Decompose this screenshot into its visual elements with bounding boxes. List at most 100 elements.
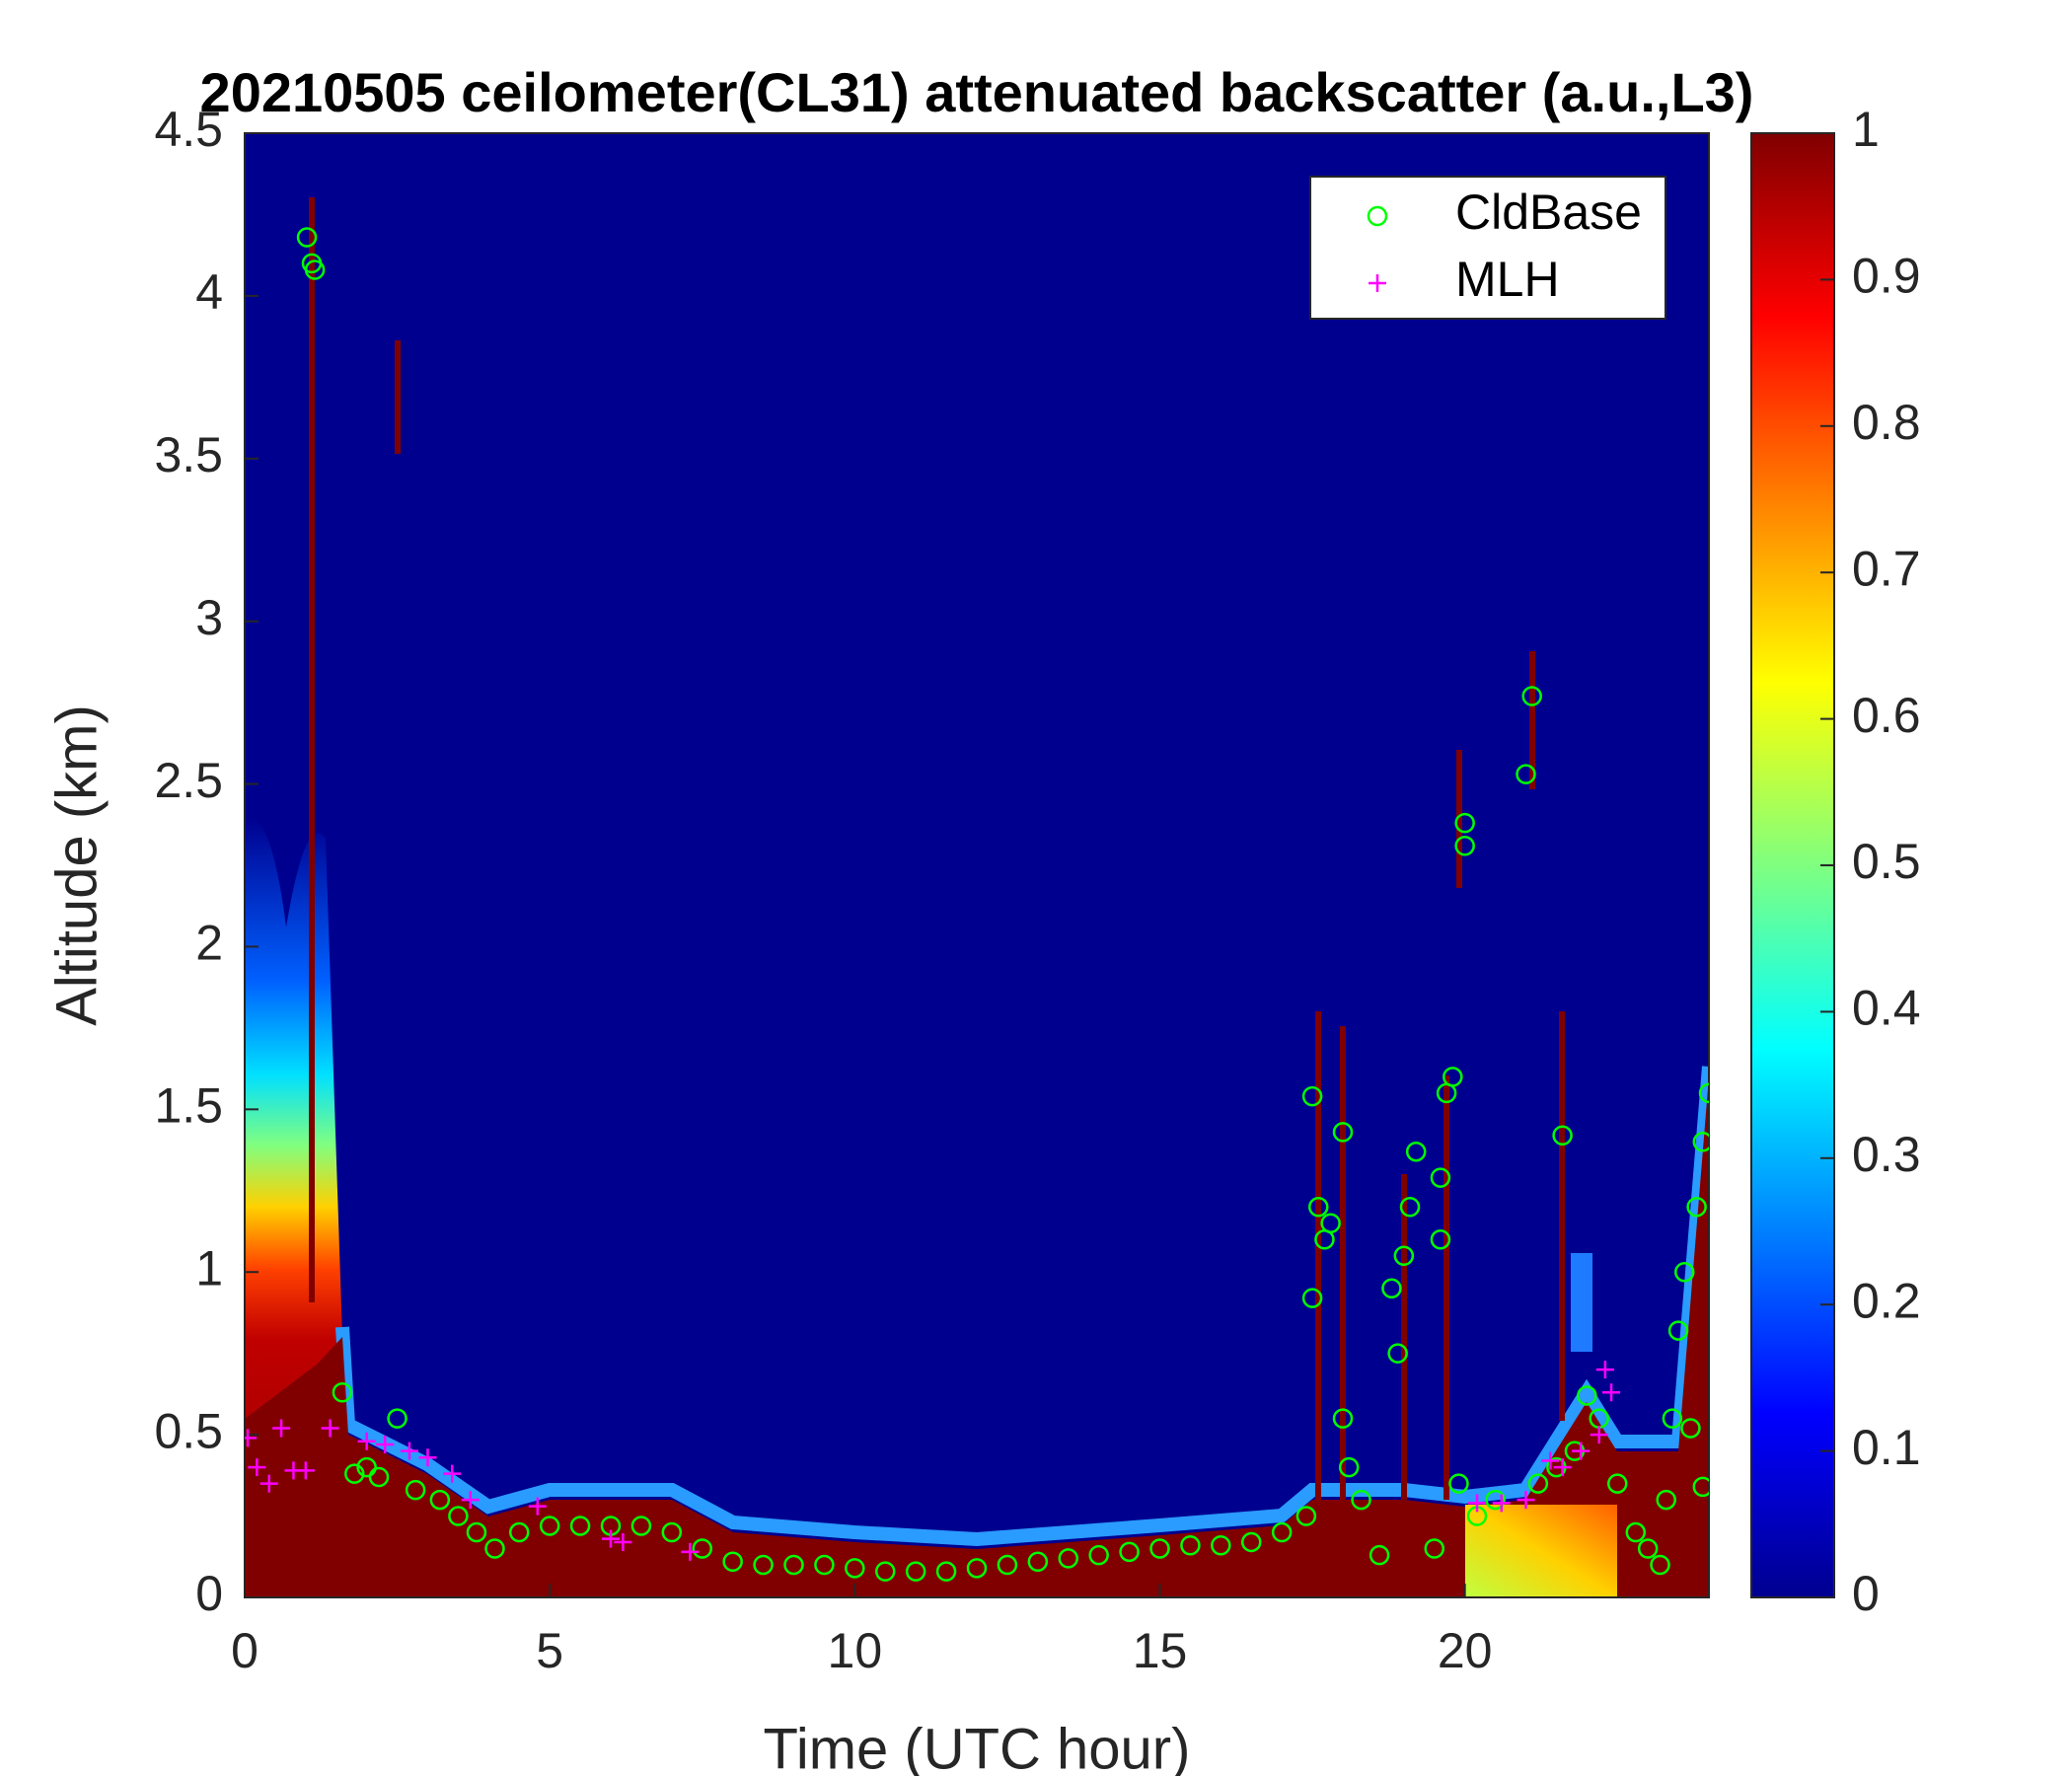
data-point bbox=[997, 1554, 1018, 1576]
series-1 bbox=[245, 1361, 1621, 1561]
data-point bbox=[1650, 1554, 1670, 1576]
data-point bbox=[539, 1516, 560, 1536]
data-point bbox=[1552, 1125, 1573, 1146]
data-point bbox=[1332, 1408, 1354, 1429]
data-point bbox=[1698, 1082, 1709, 1104]
colorbar-tick-label: 0.1 bbox=[1852, 1420, 1921, 1475]
data-point bbox=[1492, 1494, 1511, 1513]
data-point bbox=[357, 1432, 376, 1450]
legend-marker bbox=[1369, 274, 1386, 292]
data-point bbox=[905, 1561, 926, 1582]
data-point bbox=[1369, 1544, 1390, 1566]
data-point bbox=[376, 1436, 395, 1453]
data-point bbox=[344, 1463, 365, 1484]
data-point bbox=[1607, 1473, 1628, 1494]
data-point bbox=[1625, 1521, 1647, 1543]
data-point bbox=[681, 1542, 700, 1561]
colorbar-tick-label: 0.8 bbox=[1852, 395, 1921, 450]
data-point bbox=[1485, 1489, 1506, 1511]
data-point bbox=[1527, 1473, 1549, 1494]
data-point bbox=[814, 1554, 835, 1576]
data-point bbox=[661, 1521, 683, 1543]
data-point bbox=[1308, 1197, 1329, 1218]
data-point bbox=[1674, 1261, 1695, 1283]
y-tick-label: 3.5 bbox=[154, 427, 223, 482]
data-point bbox=[368, 1466, 390, 1488]
data-point bbox=[1553, 1458, 1572, 1477]
data-point bbox=[1332, 1122, 1354, 1143]
data-point bbox=[400, 1442, 418, 1460]
data-point bbox=[1351, 1489, 1371, 1511]
data-point bbox=[332, 1381, 353, 1403]
x-tick-label: 0 bbox=[231, 1623, 259, 1678]
data-point bbox=[1393, 1245, 1415, 1266]
data-point bbox=[692, 1538, 712, 1559]
data-point bbox=[1430, 1228, 1451, 1250]
colorbar-tick-label: 0.6 bbox=[1852, 688, 1921, 743]
data-point bbox=[245, 1429, 258, 1447]
data-point bbox=[1088, 1544, 1109, 1566]
data-point bbox=[1454, 835, 1475, 856]
data-point bbox=[1454, 812, 1475, 834]
data-point bbox=[1387, 1343, 1408, 1364]
backscatter-heatmap bbox=[245, 133, 1709, 1597]
data-point bbox=[1692, 1132, 1709, 1152]
data-point bbox=[1027, 1551, 1049, 1572]
data-point bbox=[248, 1458, 266, 1477]
data-point bbox=[448, 1506, 469, 1526]
data-point bbox=[466, 1521, 487, 1543]
data-point bbox=[569, 1516, 591, 1536]
y-tick-label: 3 bbox=[195, 590, 223, 645]
data-point bbox=[304, 259, 326, 280]
data-point bbox=[1468, 1494, 1487, 1513]
colorbar-tick-label: 0.9 bbox=[1852, 249, 1921, 304]
data-point bbox=[1662, 1408, 1683, 1429]
data-point bbox=[1541, 1451, 1560, 1470]
data-point bbox=[630, 1516, 652, 1536]
x-tick-label: 5 bbox=[536, 1623, 563, 1678]
data-point bbox=[296, 1461, 315, 1480]
data-point bbox=[461, 1491, 480, 1510]
data-point bbox=[1692, 1476, 1709, 1498]
data-point bbox=[1656, 1489, 1676, 1511]
y-tick-label: 4 bbox=[195, 264, 223, 320]
chart-title: 20210505 ceilometer(CL31) attenuated bac… bbox=[200, 61, 1754, 123]
x-tick-label: 10 bbox=[828, 1623, 883, 1678]
plot-frame bbox=[244, 132, 1710, 1598]
data-point bbox=[1149, 1538, 1170, 1559]
y-tick-label: 2.5 bbox=[154, 753, 223, 808]
data-point bbox=[1572, 1442, 1591, 1460]
series-0 bbox=[296, 227, 1709, 1582]
y-axis-label: Altitude (km) bbox=[44, 704, 109, 1026]
y-tick-label: 0 bbox=[195, 1566, 223, 1621]
y-tick-label: 0.5 bbox=[154, 1403, 223, 1458]
data-point bbox=[1211, 1534, 1231, 1556]
data-point bbox=[1241, 1531, 1262, 1553]
data-point bbox=[1602, 1383, 1621, 1402]
x-axis-label: Time (UTC hour) bbox=[764, 1717, 1191, 1776]
data-point bbox=[509, 1521, 530, 1543]
data-point bbox=[484, 1538, 505, 1559]
data-point bbox=[1686, 1197, 1707, 1218]
y-tick-label: 2 bbox=[195, 916, 223, 971]
data-point bbox=[1590, 1426, 1608, 1444]
data-point bbox=[1424, 1538, 1444, 1559]
colorbar-tick-label: 0.4 bbox=[1852, 981, 1921, 1036]
legend: CldBase MLH bbox=[1309, 176, 1666, 320]
data-point bbox=[1595, 1361, 1614, 1379]
legend-box bbox=[1309, 176, 1666, 320]
y-tick-label: 1.5 bbox=[154, 1078, 223, 1134]
data-point bbox=[1448, 1473, 1469, 1494]
data-point bbox=[1516, 764, 1536, 784]
data-point bbox=[1295, 1506, 1317, 1526]
data-point bbox=[405, 1479, 426, 1501]
data-point bbox=[1119, 1541, 1140, 1563]
y-tick-label: 4.5 bbox=[154, 102, 223, 157]
legend-label: MLH bbox=[1455, 252, 1560, 307]
data-point bbox=[1443, 1067, 1463, 1087]
data-point bbox=[722, 1551, 743, 1572]
colorbar-tick-label: 0 bbox=[1852, 1566, 1880, 1621]
data-point bbox=[753, 1554, 774, 1576]
y-tick-label: 1 bbox=[195, 1240, 223, 1295]
data-point bbox=[1271, 1521, 1293, 1543]
